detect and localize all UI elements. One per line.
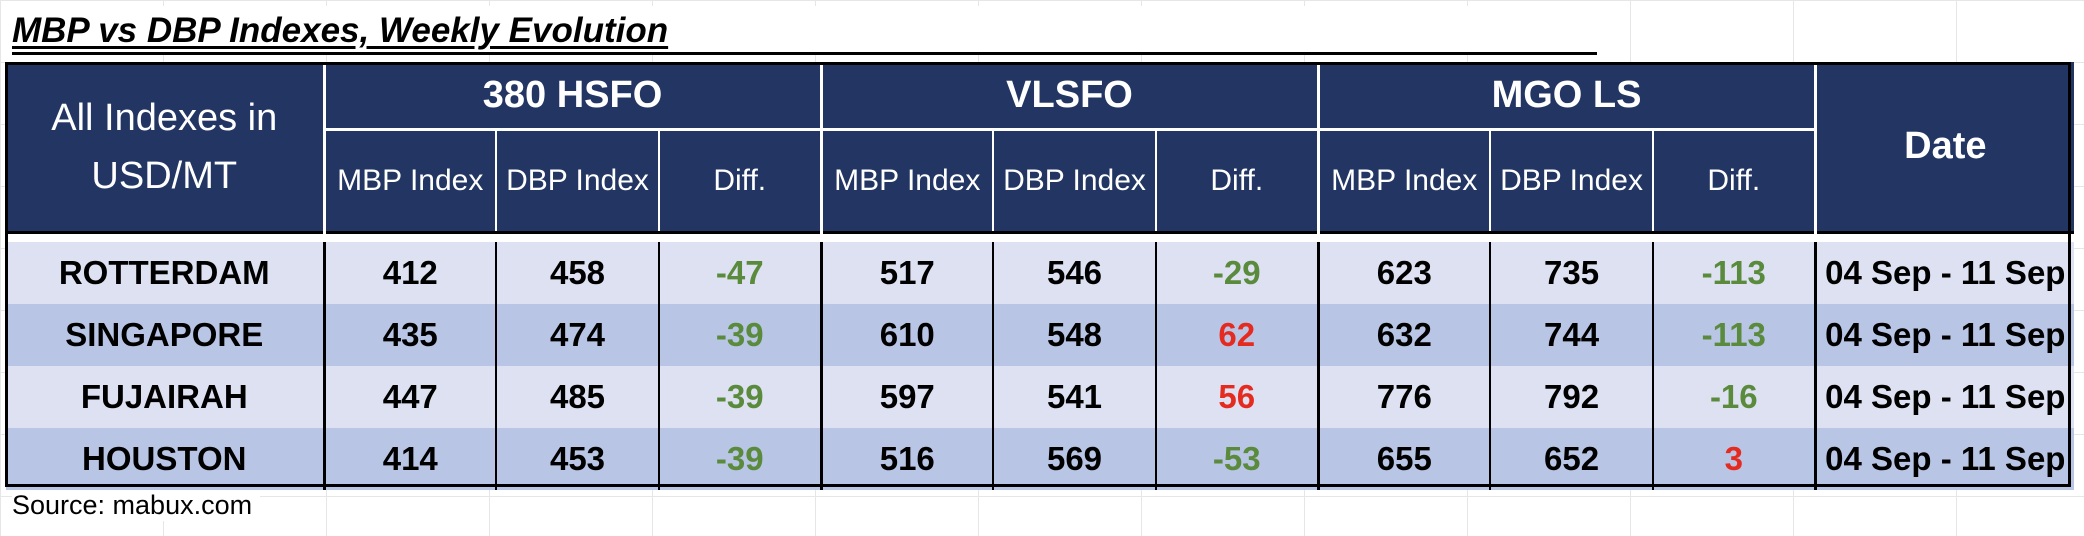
subheader-dbp: DBP Index: [495, 129, 659, 233]
hsfo-dbp-value: 458: [495, 242, 659, 304]
hsfo-diff-value: -39: [658, 428, 821, 490]
mgo-dbp-value: 652: [1489, 428, 1654, 490]
hsfo-diff-value: -39: [658, 366, 821, 428]
mgo-mbp-value: 632: [1316, 304, 1491, 366]
table-title: MBP vs DBP Indexes, Weekly Evolution: [12, 6, 1597, 55]
subheader-mbp: MBP Index: [322, 129, 496, 233]
mgo-diff-value: -113: [1652, 242, 1816, 304]
mgo-mbp-value: 776: [1316, 366, 1491, 428]
hsfo-diff-value: -39: [658, 304, 821, 366]
vlsfo-diff-value: 62: [1154, 304, 1319, 366]
table-row: SINGAPORE 435 474 -39 610 548 62 632 744…: [6, 304, 2075, 366]
vlsfo-diff-value: 56: [1154, 366, 1319, 428]
subheader-mbp: MBP Index: [819, 129, 993, 233]
hsfo-mbp-value: 414: [322, 428, 496, 490]
subheader-dbp: DBP Index: [1489, 129, 1654, 233]
corner-header: All Indexes in USD/MT: [6, 62, 324, 233]
group-header-mgo: MGO LS: [1316, 62, 1816, 131]
vlsfo-dbp-value: 546: [992, 242, 1156, 304]
mgo-diff-value: 3: [1652, 428, 1816, 490]
vlsfo-dbp-value: 548: [992, 304, 1156, 366]
mgo-dbp-value: 744: [1489, 304, 1654, 366]
subheader-dbp: DBP Index: [992, 129, 1156, 233]
subheader-mbp: MBP Index: [1316, 129, 1491, 233]
vlsfo-mbp-value: 517: [819, 242, 993, 304]
date-range: 04 Sep - 11 Sep: [1813, 428, 2075, 490]
mgo-mbp-value: 655: [1316, 428, 1491, 490]
port-name: HOUSTON: [6, 428, 324, 490]
hsfo-mbp-value: 412: [322, 242, 496, 304]
port-name: FUJAIRAH: [6, 366, 324, 428]
vlsfo-dbp-value: 541: [992, 366, 1156, 428]
subheader-diff: Diff.: [658, 129, 821, 233]
mgo-diff-value: -113: [1652, 304, 1816, 366]
date-range: 04 Sep - 11 Sep: [1813, 366, 2075, 428]
hsfo-dbp-value: 453: [495, 428, 659, 490]
date-header: Date: [1813, 62, 2075, 233]
date-range: 04 Sep - 11 Sep: [1813, 304, 2075, 366]
hsfo-dbp-value: 485: [495, 366, 659, 428]
vlsfo-diff-value: -53: [1154, 428, 1319, 490]
table-row: HOUSTON 414 453 -39 516 569 -53 655 652 …: [6, 428, 2075, 490]
source-note: Source: mabux.com: [12, 490, 261, 521]
hsfo-mbp-value: 435: [322, 304, 496, 366]
mgo-dbp-value: 735: [1489, 242, 1654, 304]
hsfo-mbp-value: 447: [322, 366, 496, 428]
date-range: 04 Sep - 11 Sep: [1813, 242, 2075, 304]
vlsfo-mbp-value: 516: [819, 428, 993, 490]
port-name: SINGAPORE: [6, 304, 324, 366]
subheader-diff: Diff.: [1154, 129, 1319, 233]
group-header-hsfo: 380 HSFO: [322, 62, 821, 131]
vlsfo-diff-value: -29: [1154, 242, 1319, 304]
group-header-vlsfo: VLSFO: [819, 62, 1319, 131]
table-row: FUJAIRAH 447 485 -39 597 541 56 776 792 …: [6, 366, 2075, 428]
port-name: ROTTERDAM: [6, 242, 324, 304]
vlsfo-dbp-value: 569: [992, 428, 1156, 490]
mgo-dbp-value: 792: [1489, 366, 1654, 428]
table-row: ROTTERDAM 412 458 -47 517 546 -29 623 73…: [6, 242, 2075, 304]
corner-label: All Indexes in USD/MT: [51, 96, 278, 197]
index-table: All Indexes in USD/MT 380 HSFO VLSFO MGO…: [6, 62, 2075, 490]
subheader-diff: Diff.: [1652, 129, 1816, 233]
mgo-mbp-value: 623: [1316, 242, 1491, 304]
vlsfo-mbp-value: 610: [819, 304, 993, 366]
hsfo-diff-value: -47: [658, 242, 821, 304]
mgo-diff-value: -16: [1652, 366, 1816, 428]
vlsfo-mbp-value: 597: [819, 366, 993, 428]
hsfo-dbp-value: 474: [495, 304, 659, 366]
